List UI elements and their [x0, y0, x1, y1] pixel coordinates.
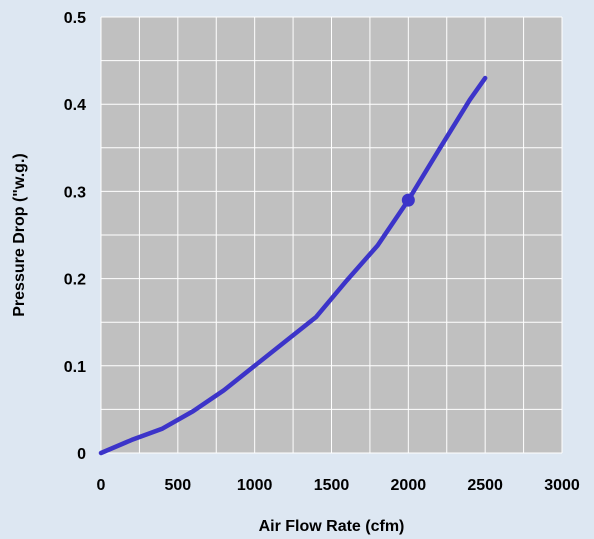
- marker-layer: [401, 193, 415, 207]
- grid-lines: [100, 16, 563, 454]
- x-axis-title: Air Flow Rate (cfm): [259, 518, 405, 535]
- x-tick-label: 0: [97, 477, 106, 494]
- x-tick-label: 2000: [391, 477, 427, 494]
- x-tick-label: 1000: [237, 477, 273, 494]
- y-tick-label: 0.5: [64, 10, 86, 27]
- y-tick-label: 0.3: [64, 184, 86, 201]
- x-tick-label: 2500: [467, 477, 503, 494]
- data-point-marker: [401, 193, 415, 207]
- x-tick-labels: 0 500 1000 1500 2000 2500 3000: [97, 477, 580, 494]
- y-tick-label: 0.2: [64, 272, 86, 289]
- y-tick-label: 0.4: [64, 97, 86, 114]
- series-layer: [98, 75, 488, 456]
- series-line: [98, 75, 488, 456]
- x-tick-label: 1500: [314, 477, 350, 494]
- y-tick-labels: 0 0.1 0.2 0.3 0.4 0.5: [64, 10, 86, 463]
- y-axis-title: Pressure Drop ("w.g.): [11, 153, 28, 316]
- x-tick-label: 500: [164, 477, 191, 494]
- y-tick-label: 0.1: [64, 359, 86, 376]
- y-tick-label: 0: [77, 446, 86, 463]
- x-tick-label: 3000: [544, 477, 580, 494]
